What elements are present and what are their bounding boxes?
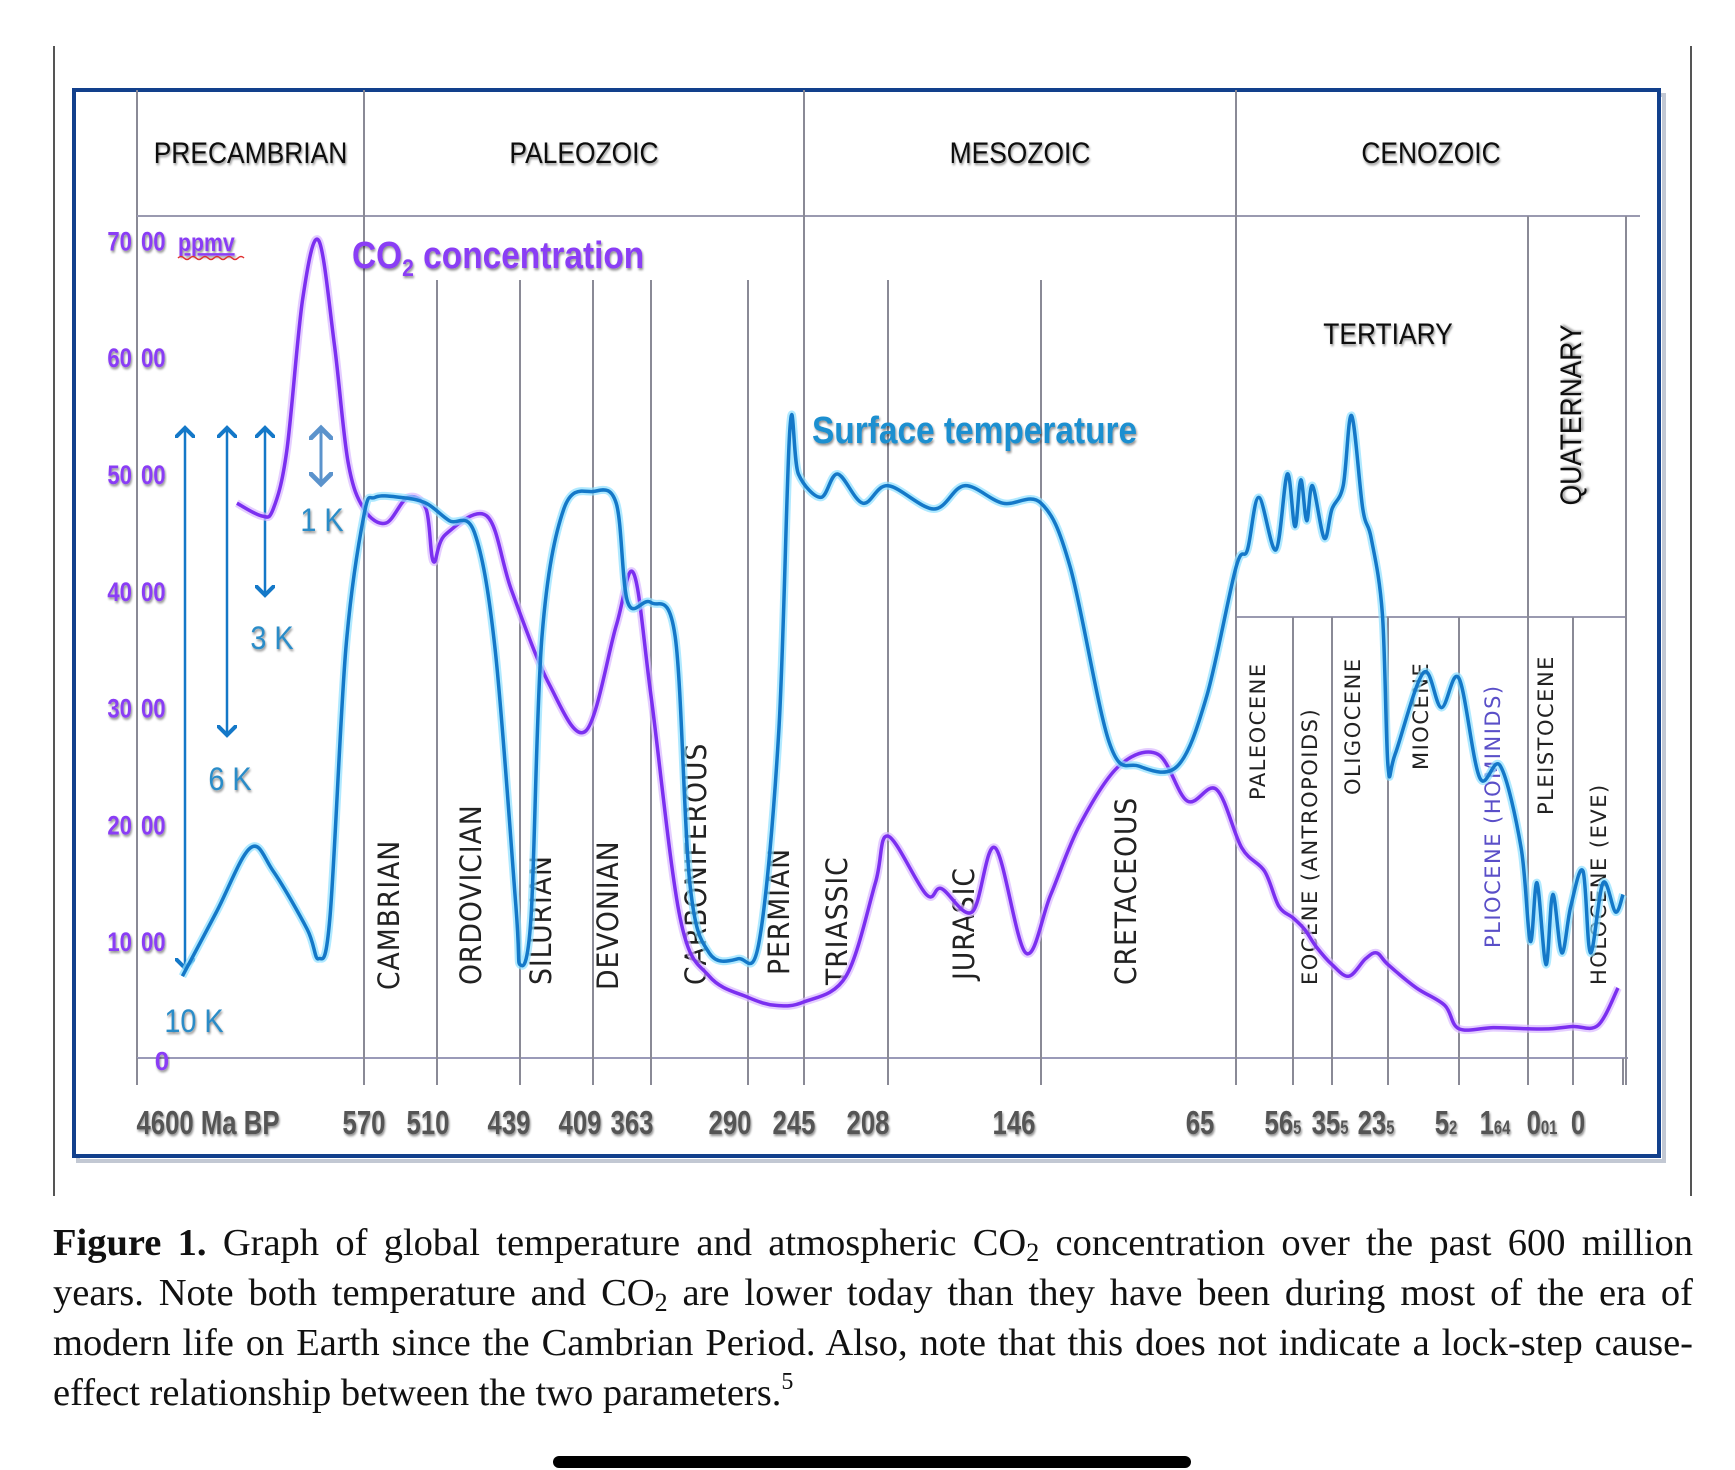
y-tick-label: 00: [141, 928, 166, 958]
era-label-mesozoic: MESOZOIC: [950, 135, 1091, 169]
epoch-label-oligocene: OLIGOCENE: [1341, 657, 1365, 795]
x-tick-label: 409: [559, 1105, 602, 1142]
x-tick-label: 363: [611, 1105, 654, 1142]
caption-label: Figure 1.: [53, 1222, 207, 1264]
temp-scale-label-3k: 3 K: [250, 621, 293, 657]
caption-footnote: 5: [781, 1369, 794, 1395]
spellcheck-underline: [177, 255, 245, 261]
x-tick-label: 164: [1480, 1105, 1511, 1142]
figure-caption: Figure 1. Graph of global temperature an…: [53, 1218, 1693, 1418]
x-tick-label: 65: [1186, 1105, 1215, 1142]
era-label-precambrian: PRECAMBRIAN: [154, 135, 348, 169]
y-tick-label: 0: [155, 1046, 169, 1076]
x-tick-label: 439: [488, 1105, 531, 1142]
x-tick-label: 208: [847, 1105, 890, 1142]
era-label-cenozoic: CENOZOIC: [1361, 135, 1500, 169]
temperature-series-line: [180, 413, 1625, 978]
y-tick-label: 00: [141, 811, 166, 841]
y-tick-label: 40: [107, 578, 132, 608]
epoch-label-paleocene: PALEOCENE: [1246, 662, 1270, 800]
chart-frame: [72, 88, 1661, 1158]
x-tick-label: 146: [993, 1105, 1036, 1142]
x-tick-label: 565: [1265, 1105, 1302, 1142]
temp-scale-label-10k: 10 K: [164, 1004, 223, 1040]
subera-label-quaternary: QUATERNARY: [1553, 324, 1587, 505]
y-tick-label: 00: [141, 344, 166, 374]
chart: PRECAMBRIAN PALEOZOIC MESOZOIC CENOZOIC TERT…: [72, 88, 1666, 1163]
x-tick-label: 001: [1527, 1105, 1558, 1142]
y-tick-label: 00: [141, 578, 166, 608]
y-tick-label: 10: [107, 928, 132, 958]
epoch-label-pliocene-hominids-: PLIOCENE (HOMINIDS): [1481, 684, 1505, 948]
x-tick-label: 235: [1358, 1105, 1395, 1142]
x-tick-label: 570: [343, 1105, 386, 1142]
subera-label-tertiary: TERTIARY: [1323, 316, 1453, 350]
era-label-paleozoic: PALEOZOIC: [509, 135, 658, 169]
period-label-ordovician: ORDOVICIAN: [454, 804, 488, 985]
co2-series-line: [236, 237, 1620, 1032]
caption-sub-2: 2: [654, 1288, 668, 1317]
left-page-rule: [53, 46, 55, 1196]
y-tick-label: 00: [141, 227, 166, 257]
co2-series-label: CO2 concentration: [352, 234, 644, 281]
home-indicator[interactable]: [553, 1456, 1191, 1468]
y-unit-label: ppmv: [178, 228, 235, 256]
temperature-series-label: Surface temperature: [812, 409, 1137, 451]
period-label-cambrian: CAMBRIAN: [372, 840, 406, 990]
caption-text-3: are lower today than they have been duri…: [53, 1272, 1693, 1414]
temp-scale-label-1k: 1 K: [300, 503, 343, 539]
caption-sub-1: 2: [1026, 1238, 1040, 1267]
x-tick-label: 355: [1312, 1105, 1349, 1142]
epoch-label-pleistocene: PLEISTOCENE: [1534, 655, 1558, 815]
period-label-cretaceous: CRETACEOUS: [1109, 797, 1143, 985]
x-tick-label: 290: [709, 1105, 752, 1142]
y-tick-label: 00: [141, 695, 166, 725]
x-tick-label: 52: [1435, 1105, 1458, 1142]
caption-text-2: concentration over the past 600 million …: [53, 1222, 1693, 1314]
x-tick-label: 0: [1571, 1105, 1585, 1142]
x-tick-label: 245: [773, 1105, 816, 1142]
y-tick-label: 30: [107, 695, 132, 725]
caption-text-1: Graph of global temperature and atmosphe…: [206, 1222, 1027, 1264]
y-tick-label: 20: [107, 811, 132, 841]
right-page-rule: [1690, 46, 1692, 1196]
y-tick-label: 70: [107, 227, 132, 257]
y-tick-label: 50: [107, 461, 132, 491]
period-label-jurasic: JURASIC: [947, 867, 981, 982]
x-tick-label: 4600 Ma BP: [136, 1105, 279, 1142]
temp-scale-label-6k: 6 K: [208, 762, 251, 798]
y-tick-label: 00: [141, 461, 166, 491]
period-label-devonian: DEVONIAN: [591, 840, 625, 990]
y-tick-label: 60: [107, 344, 132, 374]
x-tick-label: 510: [407, 1105, 450, 1142]
